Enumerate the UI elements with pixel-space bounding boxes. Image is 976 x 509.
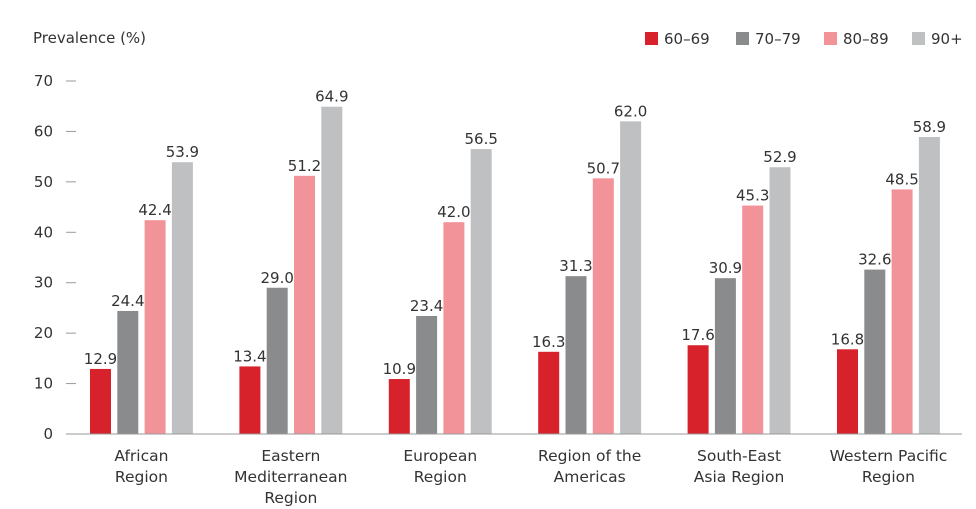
data-label: 24.4 xyxy=(111,292,144,310)
category-label-line: Americas xyxy=(554,468,626,486)
category-label-line: Region xyxy=(862,468,915,486)
category-label-line: Region xyxy=(264,489,317,507)
bar xyxy=(443,222,465,434)
bar xyxy=(714,278,736,434)
legend-label: 90+ xyxy=(931,30,963,48)
category-label-line: European xyxy=(403,447,477,465)
data-label: 16.8 xyxy=(831,330,864,348)
legend-label: 80–89 xyxy=(843,30,889,48)
data-label: 13.4 xyxy=(233,347,266,365)
y-tick-label: 20 xyxy=(34,324,53,342)
bar xyxy=(918,136,940,434)
bars xyxy=(90,106,940,435)
data-label: 45.3 xyxy=(736,187,769,205)
y-tick-label: 70 xyxy=(34,72,53,90)
data-label: 62.0 xyxy=(614,102,647,120)
category-label: African Region xyxy=(114,447,168,486)
data-label: 48.5 xyxy=(885,170,918,188)
bar xyxy=(592,178,614,434)
data-label: 30.9 xyxy=(709,259,742,277)
y-axis: 0 10 20 30 40 50 60 70 xyxy=(34,72,76,443)
bar xyxy=(620,121,642,434)
legend-swatch xyxy=(824,32,837,45)
data-label: 23.4 xyxy=(410,297,443,315)
category-label-line: Region xyxy=(115,468,168,486)
category-label-line: South-East xyxy=(697,447,781,465)
category-label-line: Region of the xyxy=(538,447,641,465)
data-label: 16.3 xyxy=(532,333,565,351)
bar xyxy=(171,162,193,434)
data-label: 52.9 xyxy=(763,148,796,166)
data-label: 53.9 xyxy=(166,143,199,161)
category-label-line: Mediterranean xyxy=(234,468,347,486)
data-label: 12.9 xyxy=(84,350,117,368)
bar xyxy=(294,175,315,434)
bar xyxy=(266,287,288,434)
bar xyxy=(470,149,492,435)
data-label: 50.7 xyxy=(587,159,620,177)
data-label: 31.3 xyxy=(559,257,592,275)
data-label: 42.4 xyxy=(138,201,171,219)
y-tick-label: 60 xyxy=(34,122,53,140)
bar xyxy=(117,310,139,434)
y-tick-label: 10 xyxy=(34,375,53,393)
legend-label: 70–79 xyxy=(755,30,801,48)
category-label-line: Asia Region xyxy=(694,468,784,486)
bar xyxy=(538,351,560,434)
bar xyxy=(769,167,791,435)
category-label: Eastern Mediterranean Region xyxy=(234,447,347,507)
data-label: 56.5 xyxy=(464,130,497,148)
legend-swatch xyxy=(912,32,925,45)
data-label: 42.0 xyxy=(437,203,470,221)
bar xyxy=(742,205,764,434)
bar xyxy=(239,366,261,434)
data-label: 58.9 xyxy=(913,118,946,136)
category-label: Region of the Americas xyxy=(538,447,641,486)
category-label: Western Pacific Region xyxy=(830,447,948,486)
bar xyxy=(565,276,587,434)
category-label-line: Region xyxy=(414,468,467,486)
legend-label: 60–69 xyxy=(664,30,710,48)
bar xyxy=(864,269,886,434)
bar xyxy=(891,189,913,434)
data-label: 29.0 xyxy=(260,269,293,287)
category-label: South-East Asia Region xyxy=(694,447,784,486)
y-tick-label: 30 xyxy=(34,274,53,292)
y-tick-label: 40 xyxy=(34,223,53,241)
legend-swatch xyxy=(645,32,658,45)
bar xyxy=(321,106,343,435)
y-axis-label: Prevalence (%) xyxy=(33,29,146,47)
legend-swatch xyxy=(736,32,749,45)
category-label-line: Eastern xyxy=(261,447,320,465)
y-tick-label: 0 xyxy=(43,425,53,443)
bar xyxy=(144,220,166,434)
category-label: European Region xyxy=(403,447,477,486)
category-label-line: African xyxy=(114,447,168,465)
bar xyxy=(837,349,858,434)
bar xyxy=(388,379,410,434)
y-tick-label: 50 xyxy=(34,173,53,191)
bar xyxy=(90,368,111,434)
category-label-line: Western Pacific xyxy=(830,447,948,465)
data-labels: 12.9 24.4 42.4 53.9 13.4 29.0 51.2 64.9 10.9 23.4… xyxy=(84,88,946,378)
data-label: 10.9 xyxy=(383,360,416,378)
data-label: 64.9 xyxy=(315,88,348,106)
bar xyxy=(687,345,709,434)
bar xyxy=(416,315,438,434)
data-label: 32.6 xyxy=(858,251,891,269)
legend: 60–69 70–79 80–89 90+ xyxy=(645,30,963,48)
data-label: 17.6 xyxy=(681,326,714,344)
data-label: 51.2 xyxy=(288,157,321,175)
